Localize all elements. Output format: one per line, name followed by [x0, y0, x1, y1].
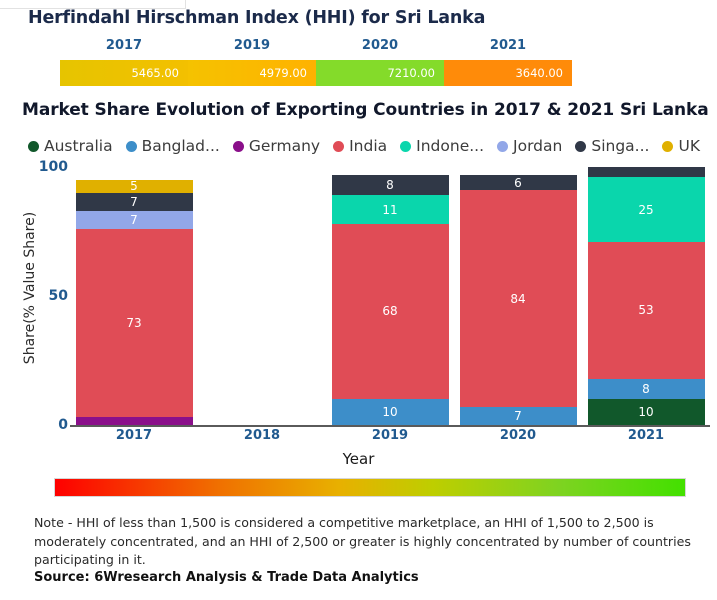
- bar-segment-2020-bangladesh[interactable]: 7: [459, 406, 577, 425]
- bar-segment-2017-singapore[interactable]: 7: [75, 192, 193, 211]
- y-axis-ticks: 0 50 100: [34, 159, 68, 433]
- legend-label: Banglad...: [141, 137, 220, 155]
- hhi-year-row: 2017 2019 2020 2021: [60, 38, 572, 56]
- x-tick-2021: 2021: [627, 428, 665, 443]
- legend-item-indonesia[interactable]: Indone...: [400, 137, 484, 155]
- hhi-year-2021: 2021: [489, 38, 527, 53]
- bar-segment-2021-bangladesh[interactable]: 8: [587, 378, 705, 400]
- source-text: Source: 6Wresearch Analysis & Trade Data…: [34, 570, 419, 585]
- hhi-year-2019: 2019: [233, 38, 271, 53]
- hhi-value-bar: 5465.00 4979.00 7210.00 3640.00: [60, 60, 572, 86]
- legend-swatch-icon: [125, 140, 137, 152]
- bar-segment-2019-indonesia[interactable]: 11: [331, 195, 449, 224]
- legend-item-singapore[interactable]: Singa...: [575, 137, 649, 155]
- bar-segment-2019-india[interactable]: 68: [331, 223, 449, 400]
- legend-swatch-icon: [28, 140, 39, 152]
- legend-swatch-icon: [575, 140, 587, 152]
- hhi-scale-gradient: [54, 478, 686, 497]
- hhi-year-2017: 2017: [105, 38, 143, 53]
- legend-label: Australia: [44, 137, 113, 155]
- x-tick-2018: 2018: [243, 428, 281, 443]
- legend-label: Germany: [248, 137, 321, 155]
- bar-segment-2017-germany[interactable]: [75, 417, 193, 425]
- x-tick-2019: 2019: [371, 428, 409, 443]
- x-axis-ticks: 2017 2018 2019 2020 2021: [70, 428, 710, 448]
- chart-title: Market Share Evolution of Exporting Coun…: [22, 100, 709, 120]
- bar-segment-2021-australia[interactable]: 10: [587, 399, 705, 425]
- bar-segment-2019-bangladesh[interactable]: 10: [331, 399, 449, 425]
- bar-segment-2021-indonesia[interactable]: 25: [587, 177, 705, 242]
- x-tick-2017: 2017: [115, 428, 153, 443]
- legend-item-bangladesh[interactable]: Banglad...: [125, 137, 220, 155]
- stacked-bars: 5 7 7 73 8 11 68 10 6 84 7 25 53 8 10: [70, 167, 710, 425]
- x-axis-line: [70, 425, 710, 427]
- note-text: Note - HHI of less than 1,500 is conside…: [34, 515, 691, 568]
- legend-label: Singa...: [591, 137, 650, 155]
- y-tick-100: 100: [38, 159, 68, 175]
- legend-label: UK: [678, 137, 700, 155]
- bar-segment-2017-uk[interactable]: 5: [75, 179, 193, 193]
- hhi-segment-2020: 7210.00: [316, 60, 444, 86]
- y-tick-50: 50: [48, 288, 68, 304]
- legend-item-australia[interactable]: Australia: [28, 137, 113, 155]
- bar-2017[interactable]: 5 7 7 73: [75, 167, 193, 425]
- bar-2020[interactable]: 6 84 7: [459, 167, 577, 425]
- legend-item-india[interactable]: India: [333, 137, 387, 155]
- legend-label: Indone...: [416, 137, 485, 155]
- bar-2021[interactable]: 25 53 8 10: [587, 167, 705, 425]
- legend-swatch-icon: [497, 140, 509, 152]
- bar-segment-2021-india[interactable]: 53: [587, 241, 705, 379]
- hhi-segment-2017: 5465.00: [60, 60, 188, 86]
- bar-segment-2019-singapore[interactable]: 8: [331, 174, 449, 196]
- hhi-segment-2021: 3640.00: [444, 60, 572, 86]
- x-tick-2020: 2020: [499, 428, 537, 443]
- legend-swatch-icon: [333, 140, 345, 152]
- bar-segment-2020-india[interactable]: 84: [459, 190, 577, 407]
- bar-segment-2017-jordan[interactable]: 7: [75, 210, 193, 229]
- page-top-edge: [0, 0, 186, 9]
- legend-swatch-icon: [662, 140, 674, 152]
- legend-label: Jordan: [513, 137, 563, 155]
- legend-item-uk[interactable]: UK: [662, 137, 700, 155]
- legend-swatch-icon: [400, 140, 412, 152]
- legend-item-germany[interactable]: Germany: [232, 137, 321, 155]
- chart-legend: Australia Banglad... Germany India Indone...…: [28, 134, 700, 158]
- bar-2019[interactable]: 8 11 68 10: [331, 167, 449, 425]
- bar-segment-2017-india[interactable]: 73: [75, 228, 193, 418]
- hhi-year-2020: 2020: [361, 38, 399, 53]
- plot-area: Share(% Value Share) 0 50 100 5 7 7 73 8 11 68 10…: [0, 159, 717, 468]
- bar-segment-2020-singapore[interactable]: 6: [459, 174, 577, 191]
- hhi-segment-2019: 4979.00: [188, 60, 316, 86]
- bar-segment-2021-singapore[interactable]: [587, 167, 705, 178]
- hhi-title: Herfindahl Hirschman Index (HHI) for Sri…: [28, 8, 486, 28]
- legend-label: India: [349, 137, 388, 155]
- x-axis-label: Year: [342, 450, 375, 468]
- legend-swatch-icon: [232, 140, 244, 152]
- y-tick-0: 0: [58, 417, 68, 433]
- legend-item-jordan[interactable]: Jordan: [497, 137, 562, 155]
